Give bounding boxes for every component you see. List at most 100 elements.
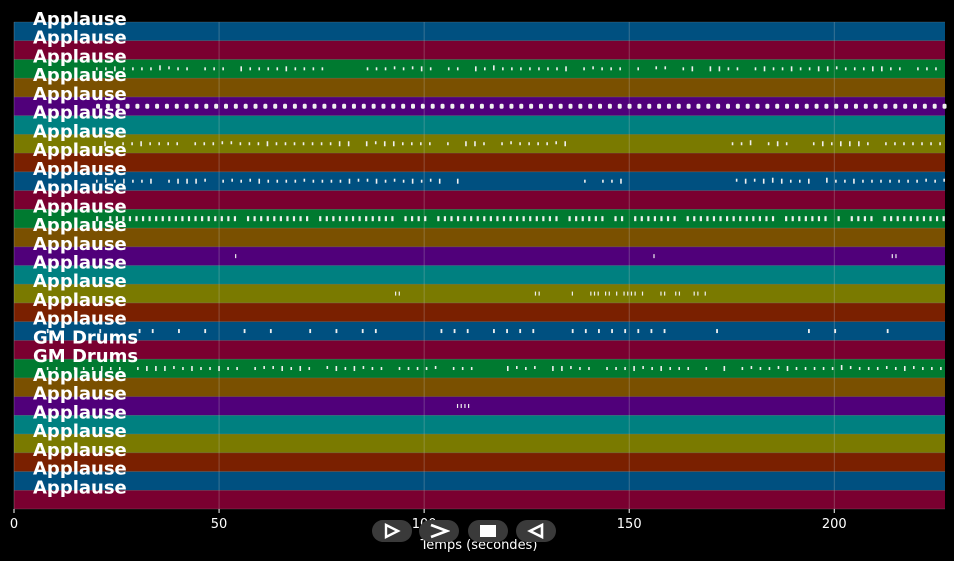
note-mark (429, 67, 432, 71)
note-mark (371, 103, 376, 109)
note-mark (634, 291, 636, 296)
note-mark (853, 178, 855, 184)
note-mark (464, 403, 466, 408)
note-mark (925, 178, 927, 182)
note-mark (452, 367, 455, 371)
note-mark (281, 366, 284, 372)
note-mark (207, 216, 210, 222)
note-mark (611, 179, 613, 183)
note-mark (840, 141, 842, 147)
track-label: Applause (33, 84, 127, 105)
note-mark (177, 178, 179, 184)
note-mark (465, 141, 467, 147)
note-mark (140, 141, 142, 147)
tracks-layer (14, 21, 945, 510)
note-mark (402, 179, 405, 183)
note-mark (693, 216, 696, 222)
note-mark (547, 67, 549, 71)
note-mark (723, 366, 726, 372)
note-mark (610, 67, 612, 71)
note-mark (398, 291, 400, 296)
note-mark (456, 403, 459, 408)
note-mark (813, 367, 816, 371)
note-mark (909, 216, 912, 222)
note-mark (653, 216, 657, 222)
note-mark (849, 141, 851, 147)
note-mark (510, 141, 512, 145)
note-mark (535, 216, 538, 222)
note-mark (213, 67, 215, 71)
next-button[interactable] (419, 520, 459, 542)
note-mark (361, 329, 364, 334)
track-band (14, 246, 945, 266)
note-mark (267, 67, 270, 71)
note-mark (522, 216, 525, 222)
note-mark (273, 216, 276, 222)
note-mark (767, 142, 770, 146)
note-mark (434, 366, 437, 370)
note-mark (791, 216, 794, 222)
note-mark (657, 103, 662, 109)
note-mark (752, 216, 755, 222)
note-mark (812, 142, 815, 146)
note-mark (155, 103, 160, 109)
note-mark (329, 142, 332, 146)
note-mark (916, 179, 918, 183)
note-mark (727, 67, 730, 71)
note-mark (320, 142, 323, 146)
note-mark (345, 216, 348, 222)
previous-button[interactable] (516, 520, 556, 542)
note-mark (824, 103, 829, 109)
note-mark (506, 366, 509, 372)
note-mark (249, 67, 252, 71)
note-mark (351, 103, 356, 109)
note-mark (174, 103, 179, 109)
note-mark (272, 366, 274, 370)
play-button[interactable] (372, 520, 412, 542)
note-mark (374, 329, 377, 334)
note-mark (342, 103, 347, 109)
triangle-left-icon (527, 523, 544, 539)
note-mark (696, 103, 701, 109)
note-mark (862, 67, 865, 71)
note-mark (220, 216, 223, 222)
note-mark (858, 141, 860, 147)
stop-button[interactable] (468, 520, 508, 542)
note-mark (597, 291, 599, 296)
note-mark (763, 66, 766, 72)
note-mark (416, 367, 419, 371)
note-mark (362, 366, 365, 370)
note-mark (565, 66, 567, 72)
note-mark (922, 367, 924, 371)
note-mark (191, 366, 193, 372)
note-mark (275, 142, 278, 146)
note-mark (474, 66, 477, 72)
note-mark (411, 216, 414, 222)
note-mark (777, 366, 780, 370)
note-mark (447, 67, 450, 71)
note-mark (546, 142, 548, 146)
note-mark (46, 367, 49, 371)
track-label: Applause (33, 459, 127, 480)
note-mark (456, 216, 460, 222)
track-label: GM Drums (33, 346, 138, 367)
note-mark (790, 66, 793, 72)
note-mark (781, 67, 784, 71)
note-mark (411, 103, 416, 109)
note-mark (529, 67, 531, 71)
track-label: GM Drums (33, 327, 138, 348)
note-mark (704, 291, 706, 296)
note-mark (73, 367, 76, 371)
note-mark (383, 141, 386, 147)
note-mark (942, 103, 947, 109)
note-mark (501, 142, 503, 146)
note-mark (824, 216, 827, 222)
track-label: Applause (33, 159, 127, 180)
note-mark (605, 291, 607, 296)
note-mark (365, 216, 368, 222)
note-mark (594, 216, 597, 222)
note-mark (804, 216, 807, 222)
note-mark (115, 216, 118, 222)
note-mark (619, 67, 621, 71)
